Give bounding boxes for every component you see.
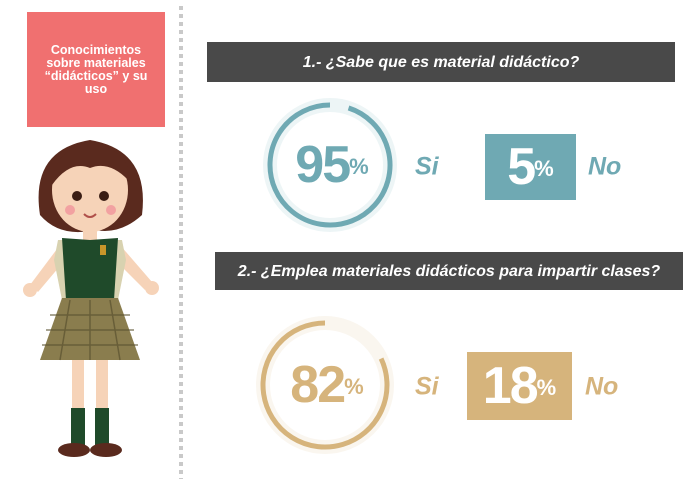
- yes-label: Si: [415, 373, 440, 401]
- no-label: No: [588, 153, 621, 181]
- question-banner: [215, 252, 683, 290]
- yes-value: 82: [290, 356, 344, 414]
- yes-unit: %: [349, 154, 369, 179]
- yes-unit: %: [344, 374, 364, 399]
- no-box: [485, 134, 576, 200]
- sidebar-box: Conocimientos sobre materiales “didáctic…: [27, 12, 165, 127]
- girl-illustration: [23, 140, 159, 457]
- yes-value: 95: [295, 136, 350, 194]
- no-label: No: [585, 373, 618, 401]
- no-value: 5: [507, 138, 535, 196]
- no-unit: %: [534, 156, 554, 181]
- sidebar-title: Conocimientos sobre materiales “didáctic…: [44, 42, 148, 96]
- no-unit: %: [537, 375, 557, 400]
- no-box: [467, 352, 572, 420]
- no-percent: 18%: [483, 357, 556, 415]
- percent-arc: [260, 320, 390, 450]
- no-percent: 5%: [507, 138, 553, 196]
- yes-label: Si: [415, 153, 440, 181]
- yes-percent: 95%: [295, 136, 368, 194]
- no-value: 18: [483, 357, 538, 415]
- question-title: 1.- ¿Sabe que es material didáctico?: [303, 54, 580, 71]
- yes-percent: 82%: [290, 356, 363, 414]
- percent-arc: [267, 102, 393, 228]
- question-banner: [207, 42, 675, 82]
- question-title: 2.- ¿Emplea materiales didácticos para i…: [237, 263, 661, 280]
